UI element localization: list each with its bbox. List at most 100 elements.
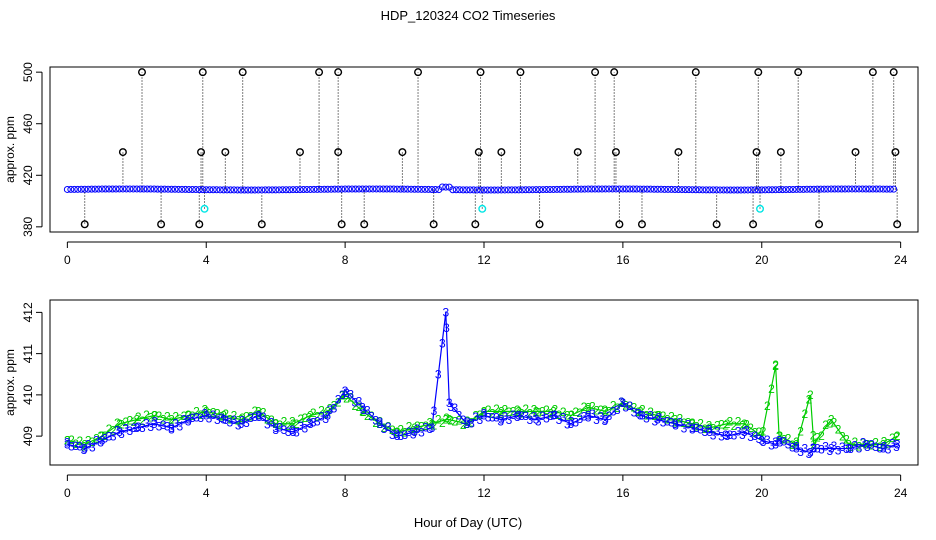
series-marker-3: 3 — [72, 439, 79, 453]
series-marker-3: 3 — [97, 435, 104, 449]
series-marker-2: 2 — [851, 435, 858, 449]
series-marker-2: 2 — [693, 419, 700, 433]
main-marker — [487, 186, 495, 194]
data-point-3: 3 — [585, 409, 592, 423]
series-marker-3: 3 — [160, 418, 167, 432]
series-marker-3: 3 — [102, 432, 109, 446]
series-marker-2: 2 — [252, 404, 259, 418]
y-tick-label: 412 — [21, 302, 35, 322]
series-marker-3: 3 — [601, 414, 608, 428]
data-point-2: 2 — [272, 417, 279, 431]
outlier-marker — [674, 148, 683, 157]
data-point-2: 2 — [550, 404, 557, 418]
data-point-3: 3 — [272, 421, 279, 435]
series-marker-3: 3 — [539, 409, 546, 423]
series-marker-3: 3 — [272, 423, 279, 437]
data-point-3: 3 — [411, 425, 418, 439]
main-marker — [560, 185, 568, 193]
series-marker-2: 2 — [206, 407, 213, 421]
data-point-2: 2 — [133, 413, 140, 427]
series-marker-3: 3 — [460, 413, 467, 427]
y-axis-label-1: approx. ppm — [3, 349, 17, 416]
series-marker-3: 3 — [360, 403, 367, 417]
series-marker-2: 2 — [518, 406, 525, 420]
series-marker-3: 3 — [718, 430, 725, 444]
data-point-3: 3 — [654, 413, 661, 427]
main-marker — [539, 186, 547, 194]
series-marker-2: 2 — [318, 403, 325, 417]
series-marker-2: 2 — [439, 416, 446, 430]
main-marker — [365, 185, 373, 193]
series-marker-3: 3 — [306, 416, 313, 430]
main-marker — [629, 185, 637, 193]
main-marker — [626, 185, 634, 193]
series-marker-2: 2 — [172, 409, 179, 423]
data-point-2: 2 — [776, 429, 783, 443]
data-point-2: 2 — [585, 400, 592, 414]
data-point-3: 3 — [793, 442, 800, 456]
series-marker-2: 2 — [456, 413, 463, 427]
main-marker — [515, 186, 523, 194]
data-point-2: 2 — [99, 429, 106, 443]
series-marker-3: 3 — [335, 392, 342, 406]
series-marker-2: 2 — [618, 395, 625, 409]
series-marker-3: 3 — [647, 409, 654, 423]
series-marker-2: 2 — [335, 396, 342, 410]
series-marker-3: 3 — [131, 421, 138, 435]
series-marker-3: 3 — [818, 442, 825, 456]
data-point-3: 3 — [810, 442, 817, 456]
data-point-2: 2 — [442, 413, 449, 427]
main-marker — [879, 185, 887, 193]
data-point-2: 2 — [567, 409, 574, 423]
series-marker-3: 3 — [318, 410, 325, 424]
series-marker-3: 3 — [843, 442, 850, 456]
plot-frame-1 — [49, 299, 919, 466]
series-marker-2: 2 — [556, 408, 563, 422]
data-point-2: 2 — [863, 437, 870, 451]
series-marker-2: 2 — [239, 411, 246, 425]
series-marker-2: 2 — [202, 402, 209, 416]
series-marker-3: 3 — [881, 440, 888, 454]
series-line-3 — [67, 312, 898, 454]
main-marker — [431, 186, 439, 194]
main-marker — [424, 185, 432, 193]
main-marker — [157, 185, 165, 193]
series-marker-3: 3 — [385, 420, 392, 434]
series-marker-2: 2 — [81, 440, 88, 454]
series-marker-2: 2 — [289, 414, 296, 428]
series-marker-3: 3 — [781, 434, 788, 448]
data-point-3: 3 — [307, 417, 314, 431]
main-marker — [563, 185, 571, 193]
outlier-marker — [497, 148, 506, 157]
series-marker-2: 2 — [756, 425, 763, 439]
series-marker-3: 3 — [797, 445, 804, 459]
series-marker-3: 3 — [814, 442, 821, 456]
main-marker — [362, 185, 370, 193]
series-marker-3: 3 — [422, 421, 429, 435]
data-point-3: 3 — [133, 421, 140, 435]
series-marker-2: 2 — [160, 412, 167, 426]
main-marker — [261, 186, 269, 194]
main-marker — [244, 186, 252, 194]
main-marker — [438, 183, 446, 191]
main-marker — [723, 186, 731, 194]
main-marker — [768, 186, 776, 194]
series-marker-3: 3 — [376, 415, 383, 429]
data-point-3: 3 — [845, 442, 852, 456]
series-marker-3: 3 — [122, 421, 129, 435]
series-marker-3: 3 — [889, 436, 896, 450]
main-marker — [681, 186, 689, 194]
data-point-2: 2 — [186, 409, 193, 423]
series-marker-2: 2 — [831, 416, 838, 430]
series-marker-2: 2 — [347, 391, 354, 405]
series-marker-3: 3 — [152, 415, 159, 429]
series-marker-2: 2 — [531, 403, 538, 417]
series-marker-3: 3 — [447, 400, 454, 414]
main-marker — [608, 185, 616, 193]
main-marker — [685, 186, 693, 194]
main-marker — [838, 185, 846, 193]
series-marker-2: 2 — [368, 409, 375, 423]
series-marker-3: 3 — [568, 414, 575, 428]
main-marker — [230, 186, 238, 194]
series-marker-2: 2 — [331, 398, 338, 412]
